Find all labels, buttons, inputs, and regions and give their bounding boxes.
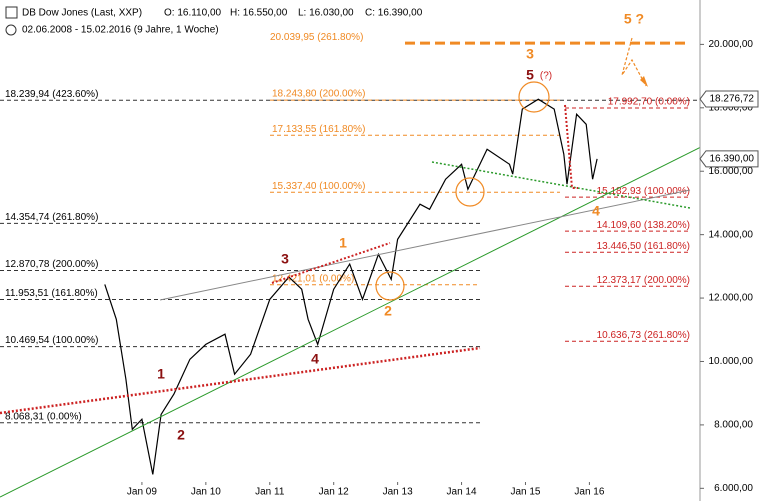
- x-tick-label: Jan 10: [191, 487, 221, 498]
- price-marker-label: 16.390,00: [710, 154, 755, 165]
- x-tick-label: Jan 12: [319, 487, 349, 498]
- axis-panel: [700, 0, 759, 501]
- y-tick-label: 10.000,00: [709, 356, 754, 367]
- y-tick-label: 16.000,00: [709, 166, 754, 177]
- wave-label: 4: [311, 351, 319, 367]
- level-label: 11.953,51 (161.80%): [5, 288, 98, 299]
- wave-label: 3: [526, 46, 534, 62]
- ohlc-open: O: 16.110,00: [164, 8, 222, 19]
- chart-title: DB Dow Jones (Last, XXP): [22, 8, 142, 19]
- arrow: [621, 37, 647, 87]
- x-tick-label: Jan 11: [255, 487, 285, 498]
- y-tick-label: 18.000,00: [709, 102, 754, 113]
- wave-label: 1: [339, 235, 347, 251]
- level-label: 14.109,60 (138.20%): [597, 220, 690, 231]
- level-label: 13.446,50 (161.80%): [597, 241, 690, 252]
- level-label: 8.068,31 (0.00%): [5, 411, 82, 422]
- wave-label: 2: [384, 303, 392, 319]
- y-tick-label: 20.000,00: [709, 39, 754, 50]
- level-label: 15.182,93 (100.00%): [597, 186, 690, 197]
- x-tick-label: Jan 14: [447, 487, 477, 498]
- trend-line: [159, 189, 691, 301]
- x-tick-label: Jan 16: [574, 487, 604, 498]
- circle-marker: [518, 81, 550, 113]
- level-label: 18.243,80 (200.00%): [272, 89, 365, 100]
- wave-label: 3: [281, 251, 289, 267]
- y-tick-label: 14.000,00: [709, 229, 754, 240]
- price-line: [104, 98, 598, 475]
- wave-label: 1: [157, 366, 165, 382]
- y-tick-label: 8.000,00: [714, 420, 753, 431]
- wave-label: 5: [526, 67, 534, 83]
- x-tick-label: Jan 09: [127, 487, 157, 498]
- level-label: 12.421,01 (0.00%): [272, 273, 354, 284]
- level-label: 17.133,55 (161.80%): [272, 124, 365, 135]
- ohlc-high: H: 16.550,00: [230, 8, 288, 19]
- wave-label: 2: [177, 427, 185, 443]
- y-tick-label: 6.000,00: [714, 483, 753, 494]
- price-marker: [699, 150, 759, 168]
- trend-line: [0, 117, 759, 498]
- trend-line: [271, 242, 391, 284]
- level-label: 17.992,70 (0.00%): [608, 97, 690, 108]
- level-label: 10.469,54 (100.00%): [5, 335, 98, 346]
- plot-area: 18.239,94 (423.60%)14.354,74 (261.80%)12…: [0, 32, 700, 475]
- price-marker: [699, 90, 759, 108]
- level-label: 15.337,40 (100.00%): [272, 181, 365, 192]
- level-label: 14.354,74 (261.80%): [5, 212, 98, 223]
- wave-label: (?): [540, 71, 552, 82]
- x-tick-label: Jan 13: [383, 487, 413, 498]
- wave-label: 4: [592, 203, 600, 219]
- level-label: 10.636,73 (261.80%): [597, 330, 690, 341]
- level-label: 18.239,94 (423.60%): [5, 89, 98, 100]
- trend-line: [0, 346, 481, 415]
- y-tick-label: 12.000,00: [709, 293, 754, 304]
- level-label: 20.039,95 (261.80%): [270, 32, 363, 43]
- ohlc-low: L: 16.030,00: [298, 8, 354, 19]
- x-tick-label: Jan 15: [510, 487, 540, 498]
- circle-marker: [375, 271, 405, 301]
- circle-marker: [455, 177, 485, 207]
- icon: [5, 6, 18, 19]
- chart-subtitle: 02.06.2008 - 15.02.2016 (9 Jahre, 1 Woch…: [22, 25, 219, 36]
- price-marker-label: 18.276,72: [710, 94, 755, 105]
- arrow-head: [640, 76, 648, 87]
- level-label: 12.373,17 (200.00%): [597, 275, 690, 286]
- ohlc-close: C: 16.390,00: [365, 8, 423, 19]
- icon: [5, 24, 17, 36]
- wave-label: 5 ?: [624, 11, 644, 27]
- level-label: 12.870,78 (200.00%): [5, 259, 98, 270]
